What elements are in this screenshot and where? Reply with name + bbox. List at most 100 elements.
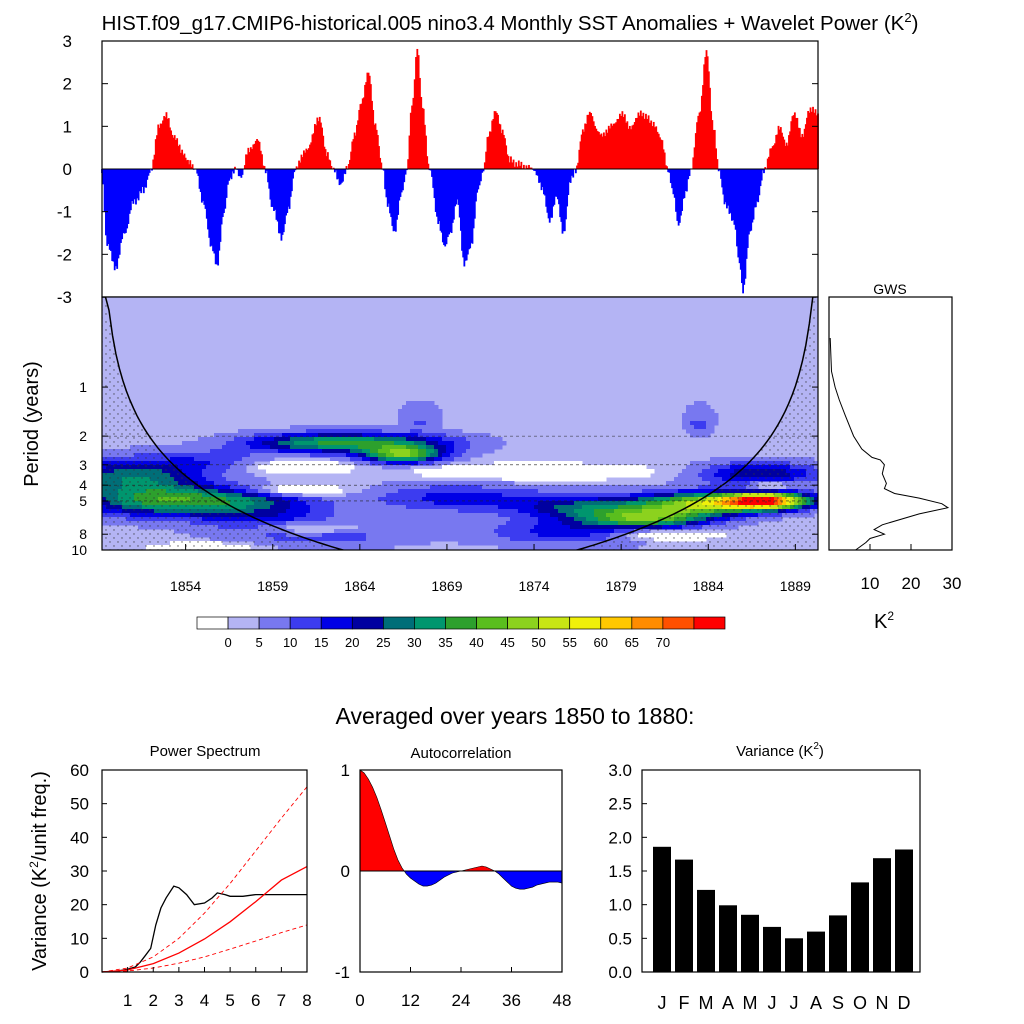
wavelet-power-cell bbox=[474, 529, 479, 534]
wavelet-power-cell bbox=[314, 461, 319, 466]
sst-positive-bar bbox=[157, 124, 160, 169]
sst-negative-bar bbox=[560, 169, 563, 222]
gws-x-tick-label: 20 bbox=[902, 574, 921, 593]
wavelet-power-cell bbox=[694, 465, 699, 470]
wavelet-power-cell bbox=[522, 541, 527, 546]
wavelet-power-cell bbox=[458, 501, 463, 506]
wavelet-power-cell bbox=[338, 445, 343, 450]
sst-positive-bar bbox=[498, 123, 501, 169]
wavelet-power-cell bbox=[386, 525, 391, 530]
wavelet-power-cell bbox=[482, 449, 487, 454]
sst-negative-bar bbox=[108, 169, 111, 250]
wavelet-power-cell bbox=[638, 525, 643, 530]
wavelet-power-cell bbox=[418, 493, 423, 498]
wavelet-power-cell bbox=[498, 493, 503, 498]
wavelet-power-cell bbox=[198, 469, 203, 474]
wavelet-power-cell bbox=[294, 521, 299, 526]
power-spectrum-lines bbox=[101, 786, 308, 973]
wavelet-power-cell bbox=[566, 465, 571, 470]
wavelet-power-cell bbox=[330, 541, 335, 546]
wavelet-power-cell bbox=[510, 477, 515, 482]
sst-positive-bar bbox=[256, 139, 258, 169]
wavelet-power-cell bbox=[226, 465, 231, 470]
wavelet-power-cell bbox=[418, 501, 423, 506]
wavelet-power-cell bbox=[550, 497, 555, 502]
wavelet-power-cell bbox=[298, 445, 303, 450]
wavelet-power-cell bbox=[418, 525, 423, 530]
wavelet-power-cell bbox=[378, 545, 383, 550]
sst-negative-bar bbox=[144, 169, 146, 188]
wavelet-power-cell bbox=[342, 453, 347, 458]
wavelet-power-cell bbox=[426, 405, 431, 410]
wavelet-power-cell bbox=[262, 449, 267, 454]
wavelet-power-cell bbox=[290, 493, 295, 498]
wavelet-power-cell bbox=[258, 505, 263, 510]
wavelet-power-cell bbox=[502, 465, 507, 470]
wavelet-power-cell bbox=[382, 533, 387, 538]
wavelet-power-cell bbox=[446, 497, 451, 502]
wavelet-power-cell bbox=[314, 537, 319, 542]
wavelet-power-cell bbox=[254, 449, 259, 454]
wavelet-power-cell bbox=[214, 473, 219, 478]
wavelet-power-cell bbox=[526, 489, 531, 494]
wavelet-power-cell bbox=[350, 441, 355, 446]
sst-positive-bar bbox=[702, 85, 704, 169]
wavelet-power-cell bbox=[430, 493, 435, 498]
wavelet-power-cell bbox=[434, 469, 439, 474]
sst-negative-bar bbox=[225, 169, 228, 198]
wavelet-power-cell bbox=[686, 493, 691, 498]
wavelet-power-cell bbox=[450, 513, 455, 518]
wavelet-power-cell bbox=[466, 505, 471, 510]
wavelet-power-cell bbox=[578, 541, 583, 546]
wavelet-power-cell bbox=[402, 509, 407, 514]
sst-positive-bar bbox=[692, 157, 695, 169]
wavelet-power-cell bbox=[626, 485, 631, 490]
wavelet-power-cell bbox=[322, 433, 327, 438]
sst-positive-bar bbox=[508, 162, 511, 169]
sst-positive-bar bbox=[659, 137, 661, 169]
wavelet-power-cell bbox=[402, 537, 407, 542]
wavelet-power-cell bbox=[354, 457, 359, 462]
sst-negative-bar bbox=[546, 169, 549, 213]
sst-negative-bar bbox=[461, 169, 463, 251]
wavelet-power-cell bbox=[398, 425, 403, 430]
sst-positive-bar bbox=[167, 118, 170, 169]
wavelet-power-cell bbox=[358, 525, 363, 530]
wavelet-power-cell bbox=[686, 497, 691, 502]
wavelet-power-cell bbox=[442, 437, 447, 442]
sst-positive-bar bbox=[696, 122, 698, 169]
wavelet-power-cell bbox=[186, 445, 191, 450]
wavelet-power-cell bbox=[462, 457, 467, 462]
wavelet-power-cell bbox=[474, 473, 479, 478]
wavelet-power-cell bbox=[718, 469, 723, 474]
wavelet-power-cell bbox=[286, 493, 291, 498]
sst-negative-bar bbox=[545, 169, 548, 207]
sst-positive-bar bbox=[311, 134, 314, 169]
sst-positive-bar bbox=[606, 132, 609, 169]
year-tick-label: 1864 bbox=[344, 578, 375, 594]
wavelet-power-cell bbox=[386, 505, 391, 510]
sst-positive-bar bbox=[421, 107, 424, 169]
wavelet-power-cell bbox=[338, 441, 343, 446]
sst-positive-bar bbox=[328, 159, 330, 169]
wavelet-power-cell bbox=[718, 457, 723, 462]
wavelet-power-cell bbox=[450, 481, 455, 486]
wavelet-power-cell bbox=[482, 505, 487, 510]
wavelet-power-cell bbox=[434, 497, 439, 502]
wavelet-power-cell bbox=[438, 421, 443, 426]
wavelet-power-cell bbox=[326, 501, 331, 506]
wavelet-power-cell bbox=[530, 485, 535, 490]
wavelet-power-cell bbox=[586, 521, 591, 526]
wavelet-power-cell bbox=[562, 493, 567, 498]
wavelet-power-cell bbox=[346, 541, 351, 546]
wavelet-power-cell bbox=[430, 413, 435, 418]
wavelet-power-cell bbox=[602, 493, 607, 498]
wavelet-power-cell bbox=[334, 529, 339, 534]
wavelet-power-cell bbox=[334, 513, 339, 518]
wavelet-power-cell bbox=[338, 469, 343, 474]
wavelet-power-cell bbox=[410, 501, 415, 506]
wavelet-power-cell bbox=[666, 497, 671, 502]
wavelet-power-cell bbox=[610, 485, 615, 490]
wavelet-power-cell bbox=[550, 465, 555, 470]
